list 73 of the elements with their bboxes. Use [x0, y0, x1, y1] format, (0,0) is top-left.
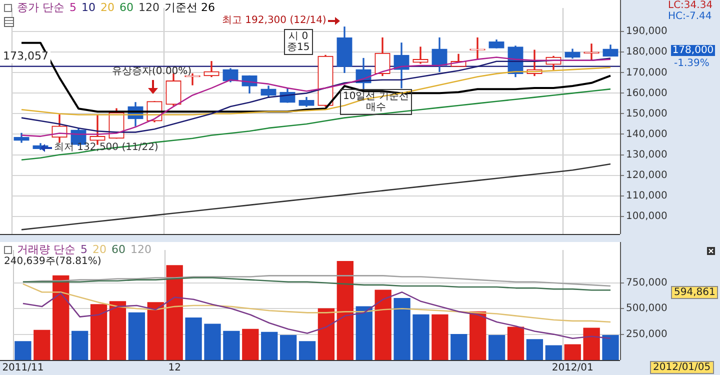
legend-title: 거래량 단순	[17, 243, 76, 256]
text: 20	[92, 243, 106, 256]
bar	[90, 304, 108, 360]
text: 10	[82, 1, 96, 14]
annotation: 240,639주(78.81%)	[4, 256, 102, 267]
y-tick-label: 180,000	[626, 46, 668, 58]
y-tick-label: 150,000	[626, 108, 668, 120]
annotation: 최고 192,300 (12/14)	[222, 15, 326, 26]
text: -1.39%	[674, 58, 710, 69]
bar	[432, 314, 448, 360]
y-tick-label: 100,000	[626, 210, 668, 222]
x-tick-label: 2011/11	[2, 362, 44, 374]
y-tick-label: 140,000	[626, 128, 668, 140]
y-tick-label: 190,000	[626, 26, 668, 38]
bar	[298, 341, 316, 360]
text: 60	[112, 243, 126, 256]
bar	[166, 265, 183, 360]
bar	[507, 326, 524, 360]
bar	[261, 332, 278, 360]
text: 2012/01/05	[653, 362, 711, 373]
text: 5	[70, 1, 76, 14]
y-tick-label: 160,000	[626, 88, 668, 99]
bar	[545, 345, 562, 360]
bar	[185, 318, 202, 360]
bar	[564, 344, 581, 360]
text: 20	[100, 1, 114, 14]
bar	[223, 330, 240, 360]
bar	[318, 308, 335, 360]
bar	[280, 334, 297, 360]
y-tick-label: 110,000	[626, 190, 668, 202]
bar	[204, 324, 221, 360]
text: 5	[80, 243, 88, 256]
text: LC:34.34	[668, 0, 713, 11]
text: 178,000	[672, 45, 714, 56]
bar	[470, 311, 486, 360]
candlestick	[470, 37, 486, 60]
bar	[602, 334, 619, 360]
annotation: 시 0 종15	[287, 31, 310, 53]
bar	[526, 339, 544, 360]
bar	[450, 334, 468, 360]
ref-line-label: 173,057	[3, 50, 48, 63]
bar	[394, 298, 410, 360]
bar	[412, 314, 430, 360]
series-label: 120	[130, 243, 152, 256]
y-tick-label: 750,000	[626, 277, 668, 288]
bar	[52, 275, 70, 360]
bar	[488, 334, 506, 360]
annotation: 10일선 기준선 매수	[343, 91, 409, 113]
bar	[14, 341, 32, 360]
annotation: 유상증자(0.00%)	[112, 66, 192, 77]
y-tick-label: 130,000	[626, 149, 668, 160]
bar	[109, 301, 126, 360]
y-tick-label: 120,000	[626, 170, 668, 181]
y-tick-label: 250,000	[626, 328, 668, 340]
bar	[34, 330, 50, 360]
legend-title: 종가 단순	[17, 1, 64, 14]
x-tick-label: 12	[168, 362, 181, 374]
x-tick-label: 2012/01	[552, 362, 594, 374]
y-tick-label: 170,000	[626, 67, 668, 78]
text: HC:-7.44	[668, 11, 712, 22]
bar	[356, 306, 372, 360]
text: 594,861	[674, 287, 716, 298]
bar	[128, 312, 146, 360]
text: 60	[120, 1, 134, 14]
bar	[336, 260, 354, 360]
bar	[242, 328, 259, 360]
bar	[147, 302, 164, 360]
bar	[374, 290, 392, 360]
text: 120	[138, 1, 160, 14]
text: 기준선 26	[164, 1, 215, 14]
y-tick-label: 500,000	[626, 303, 668, 314]
bar	[71, 330, 88, 360]
bar	[583, 328, 600, 360]
